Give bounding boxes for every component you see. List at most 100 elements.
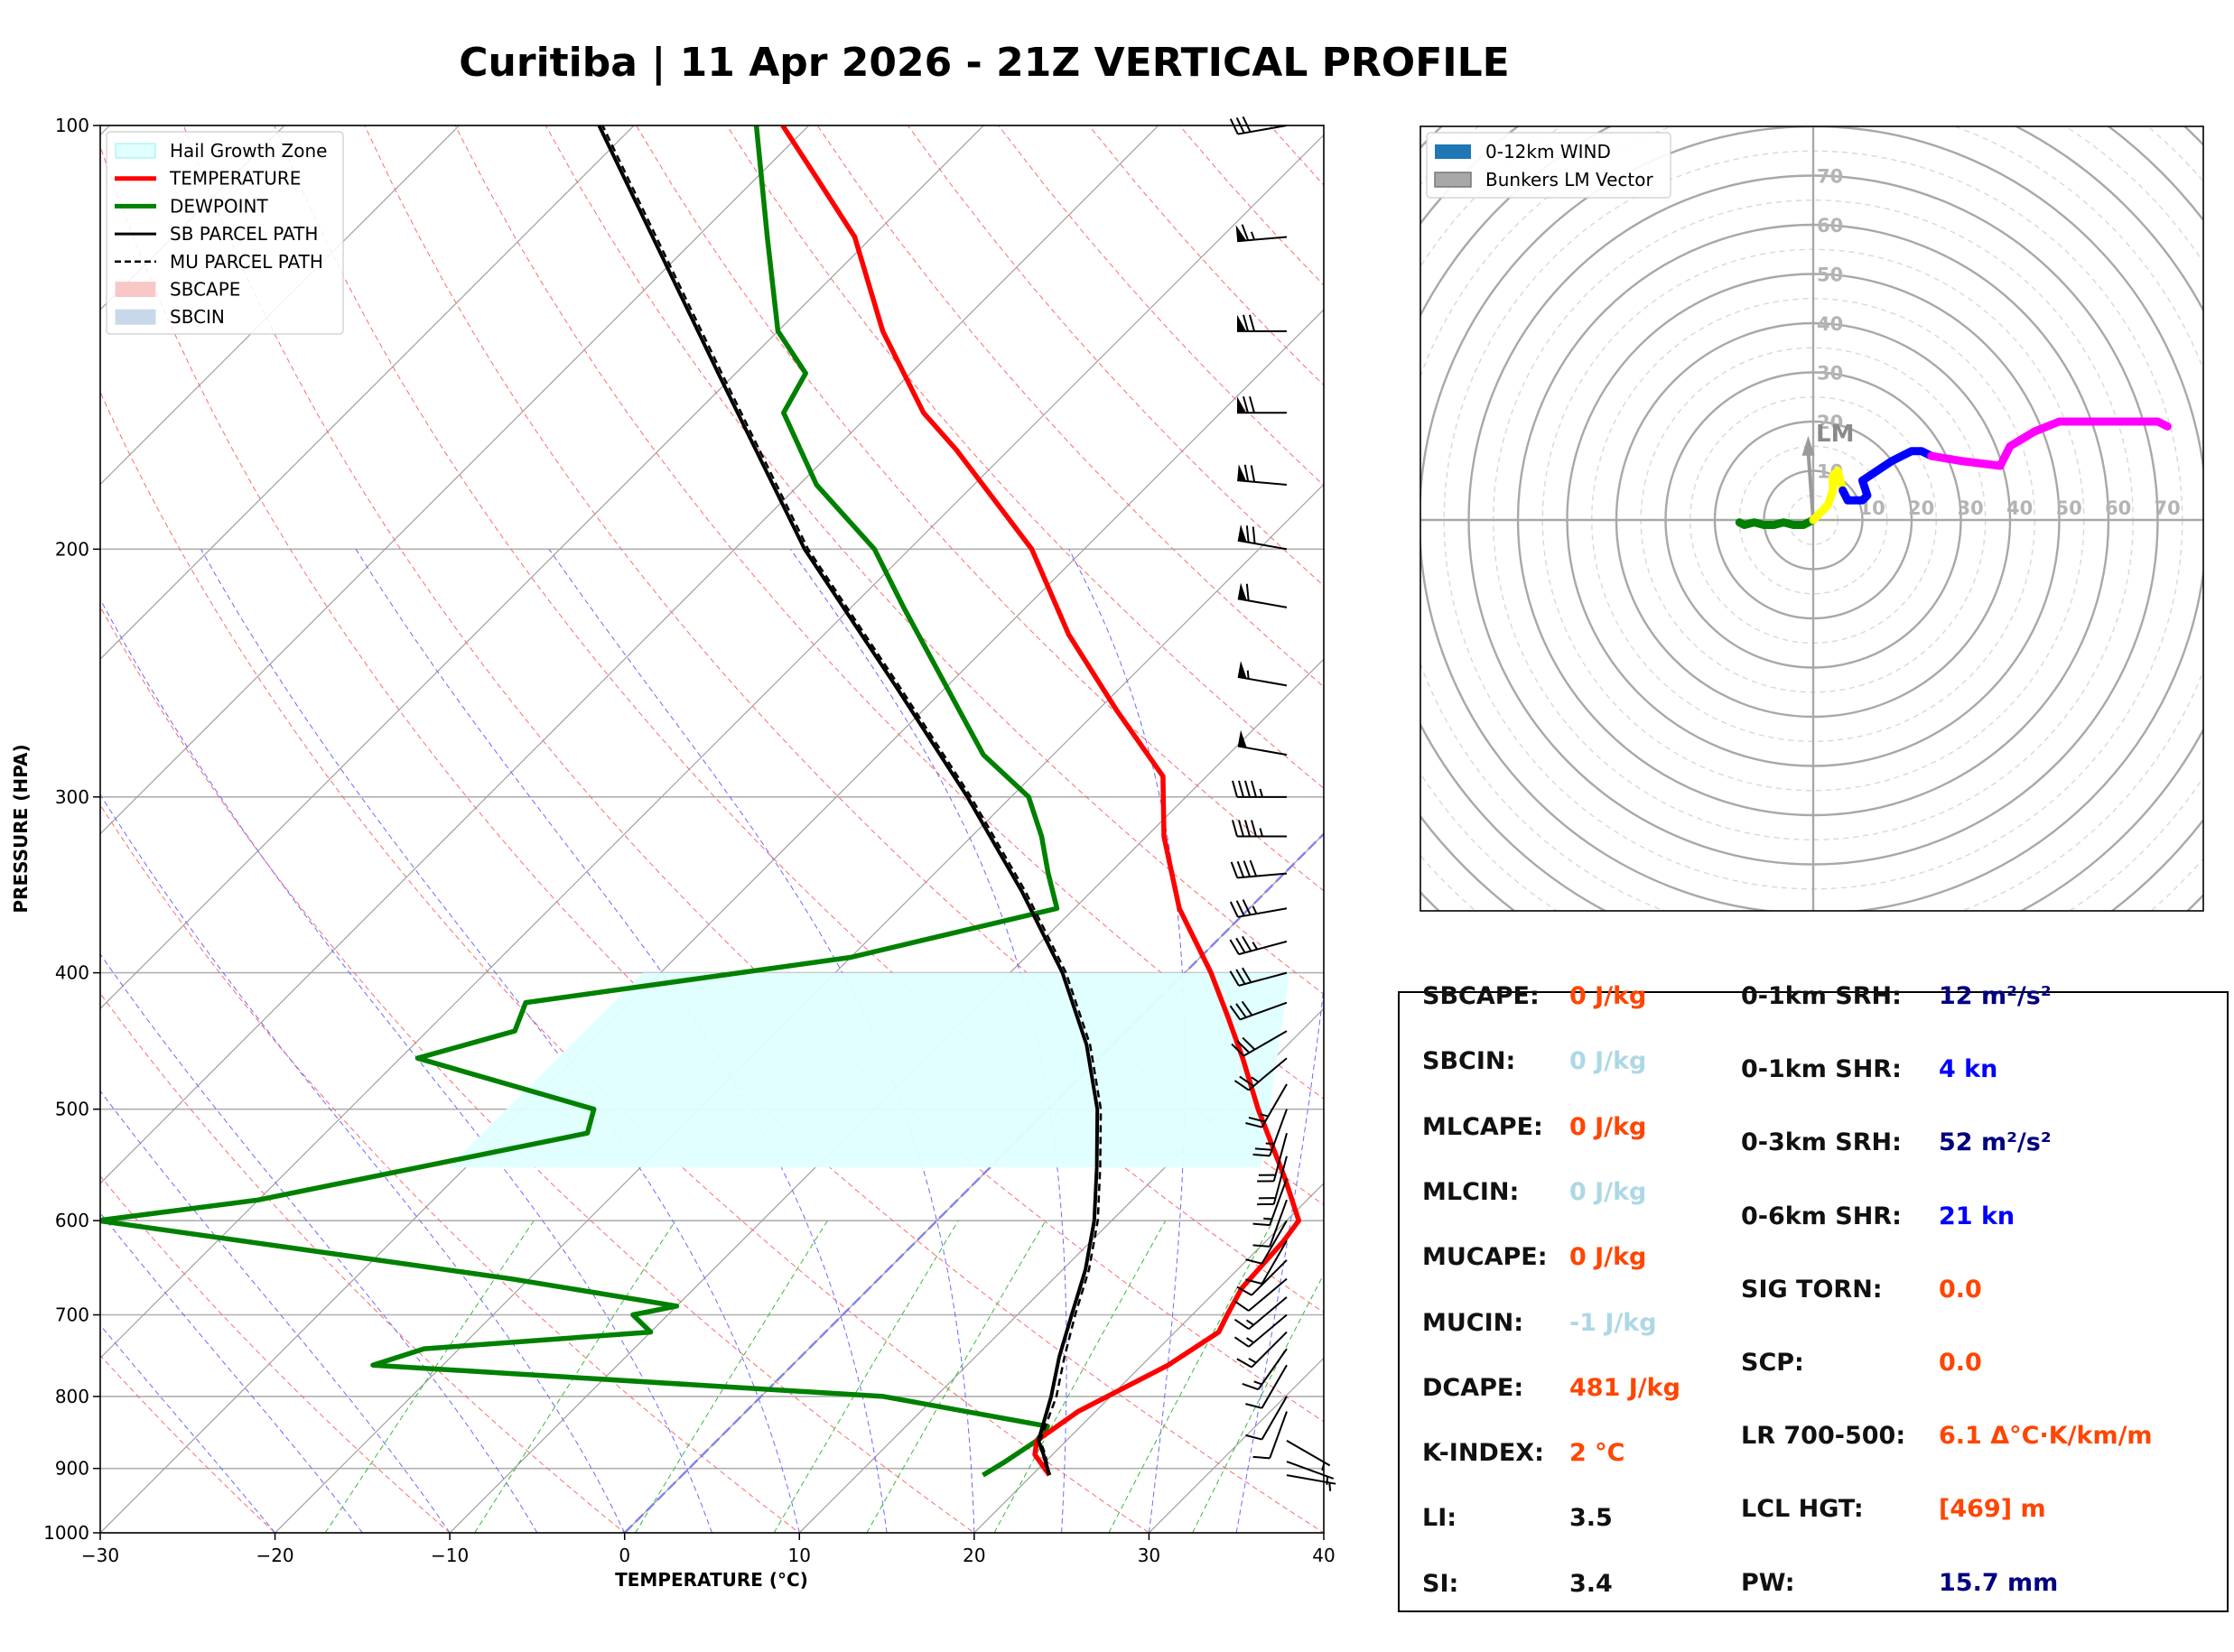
isotherm-line <box>100 125 1159 1184</box>
index-right-label: LR 700-500: <box>1741 1422 1906 1451</box>
index-right-label: SCP: <box>1741 1349 1804 1377</box>
barb-staff <box>1237 598 1288 608</box>
barb-staff <box>1261 1220 1288 1265</box>
wind-barb <box>1236 1259 1288 1296</box>
wind-barb <box>1230 859 1288 879</box>
hodo-ring-minor <box>1198 0 2234 1135</box>
index-left-label: SBCIN: <box>1422 1047 1516 1076</box>
barb-full <box>1248 1116 1266 1123</box>
barb-full <box>1252 1222 1271 1227</box>
hodograph-legend: 0-12km WIND Bunkers LM Vector <box>1426 132 1671 199</box>
barb-full <box>1250 465 1256 483</box>
isotherm-line <box>100 125 285 311</box>
barb-full <box>1233 1318 1250 1331</box>
barb-staff <box>1272 1132 1288 1182</box>
barb-full <box>1242 116 1252 133</box>
wind-barb <box>1229 116 1288 135</box>
barb-half <box>1260 1113 1269 1118</box>
index-left-label: DCAPE: <box>1422 1373 1524 1402</box>
barb-staff <box>1237 479 1288 486</box>
barb-staff <box>1248 1296 1288 1331</box>
y-tick-label: 100 <box>55 115 89 136</box>
index-right-value: 4 kn <box>1939 1055 1998 1084</box>
legend-swatch <box>115 282 156 297</box>
barb-full <box>1244 780 1251 798</box>
wind-barb <box>1229 1000 1288 1021</box>
wind-barb <box>1233 1057 1288 1091</box>
barb-full <box>1241 224 1250 241</box>
barb-full <box>1243 314 1249 332</box>
moist-adiabat <box>355 549 888 1533</box>
barb-full <box>1236 1358 1252 1369</box>
barb-staff <box>1251 1259 1288 1296</box>
index-right-value: 6.1 Δ°C·K/km/m <box>1939 1422 2153 1451</box>
barb-full <box>1232 820 1238 837</box>
barb-staff <box>1261 1083 1288 1128</box>
barb-flag <box>1237 661 1247 679</box>
barb-full <box>1238 820 1244 837</box>
y-tick-label: 400 <box>55 962 89 984</box>
isotherm-line <box>100 309 1324 1533</box>
moist-adiabat <box>100 1324 275 1533</box>
barb-staff <box>1261 1364 1288 1409</box>
legend-label: MU PARCEL PATH <box>170 251 323 273</box>
y-tick-label: 200 <box>55 538 89 560</box>
dry-adiabat <box>274 125 1324 1313</box>
isotherm-line <box>798 1007 1324 1533</box>
index-right-label: 0-1km SHR: <box>1741 1055 1902 1084</box>
wind-barb <box>1229 967 1288 987</box>
wind-barb <box>1252 1411 1288 1460</box>
index-left-label: MLCAPE: <box>1422 1112 1543 1141</box>
hodo-ring-label: 60 <box>1817 215 1843 237</box>
hodo-ring-label: 70 <box>2155 497 2181 519</box>
wind-barb <box>1235 224 1288 243</box>
temperature-line <box>780 125 1302 1477</box>
legend-label: Hail Growth Zone <box>170 140 327 162</box>
index-right-value: 12 m²/s² <box>1939 982 2052 1010</box>
index-left-value: 3.4 <box>1569 1569 1613 1598</box>
barb-staff <box>1251 1331 1288 1369</box>
x-tick-label: −30 <box>81 1545 119 1566</box>
skewt-legend: Hail Growth Zone TEMPERATURE DEWPOINT SB PA… <box>106 131 344 335</box>
barb-full <box>1244 820 1251 837</box>
index-left-value: 0 J/kg <box>1569 1112 1647 1141</box>
wind-barb <box>1229 899 1288 918</box>
barb-full <box>1235 969 1246 985</box>
barb-full <box>1243 860 1252 877</box>
y-tick-label: 300 <box>55 786 89 808</box>
skewt-frame <box>99 125 1325 1534</box>
figure-title: Curitiba | 11 Apr 2026 - 21Z VERTICAL PR… <box>459 40 1510 86</box>
wind-barbs <box>1229 116 1336 1491</box>
index-left-value: 0 J/kg <box>1569 1243 1647 1272</box>
barb-staff <box>1272 1155 1288 1205</box>
barb-flag <box>1237 729 1247 748</box>
barb-full <box>1252 1455 1271 1460</box>
dry-adiabat <box>364 125 1324 1206</box>
index-right-value: 15.7 mm <box>1939 1568 2059 1597</box>
hodo-segment <box>1838 447 1936 505</box>
barb-half <box>1251 1076 1260 1083</box>
legend-swatch <box>115 309 156 325</box>
barb-full <box>1232 780 1238 798</box>
index-left-label: SI: <box>1422 1569 1459 1598</box>
x-tick-label: 0 <box>619 1545 630 1566</box>
barb-staff <box>1269 1178 1288 1226</box>
hodo-ring-label: 20 <box>1817 412 1843 433</box>
y-tick-label: 700 <box>55 1304 89 1326</box>
y-tick-label: 500 <box>55 1099 89 1120</box>
barb-full <box>1235 937 1246 953</box>
index-right-label: 0-3km SRH: <box>1741 1128 1902 1157</box>
barb-full <box>1245 583 1250 601</box>
x-tick-label: −20 <box>256 1545 293 1566</box>
index-right-label: LCL HGT: <box>1741 1495 1864 1524</box>
barb-full <box>1238 780 1244 798</box>
wind-barb <box>1252 1199 1288 1248</box>
barb-full <box>1233 1336 1250 1348</box>
index-right-value: 0.0 <box>1939 1349 1982 1377</box>
wind-barb <box>1252 1178 1288 1227</box>
sb-parcel-line <box>597 125 1100 1476</box>
barb-staff <box>1237 745 1288 756</box>
wind-barb <box>1237 729 1288 756</box>
dry-adiabat <box>100 992 626 1533</box>
